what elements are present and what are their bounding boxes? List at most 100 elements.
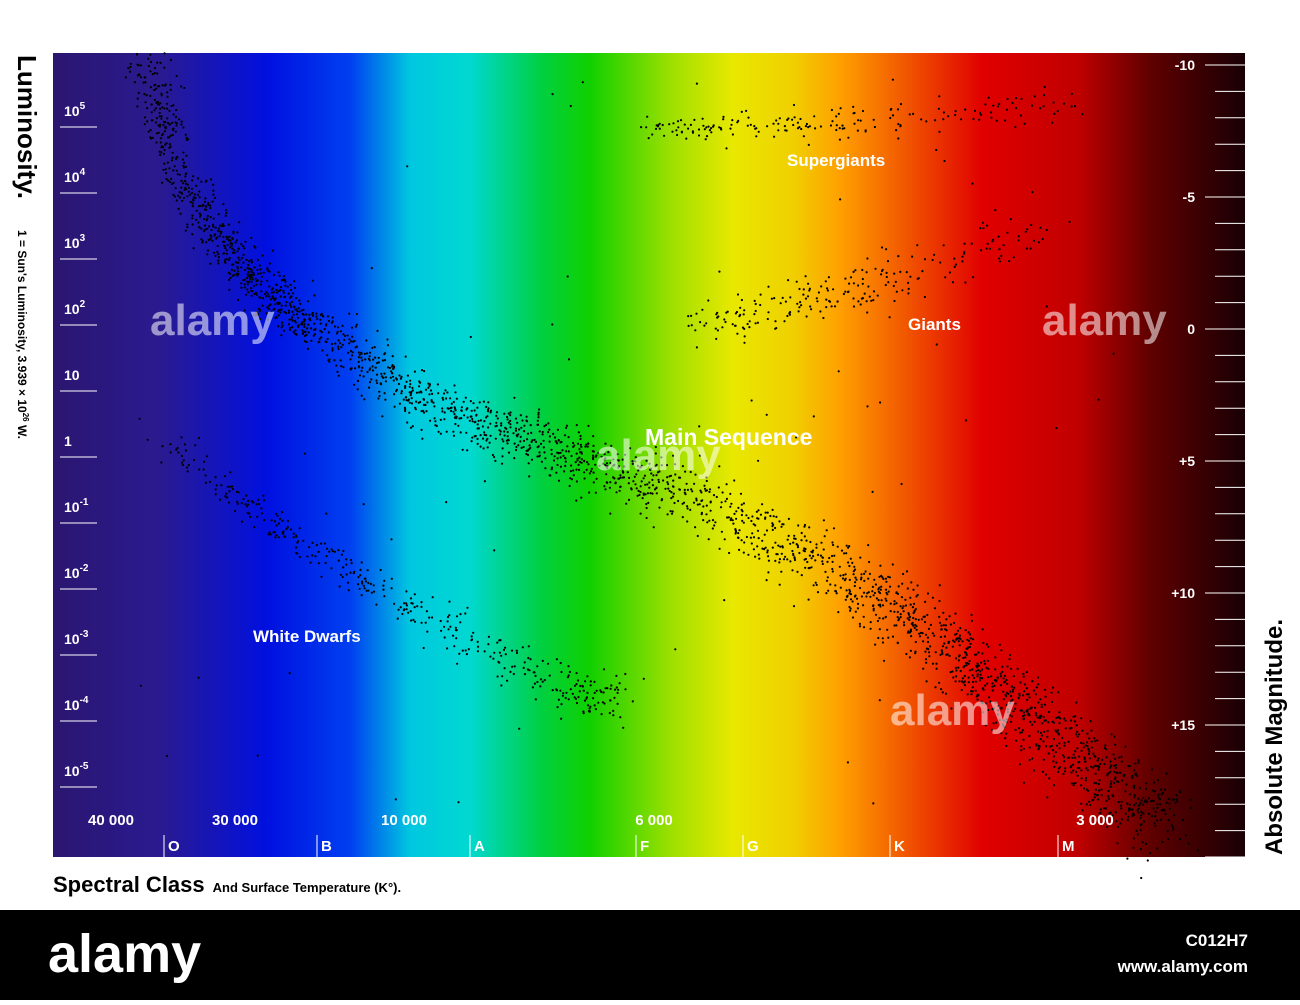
star-dot bbox=[632, 480, 635, 483]
star-dot bbox=[836, 545, 839, 548]
star-dot bbox=[707, 125, 710, 128]
star-dot bbox=[256, 312, 259, 315]
star-dot bbox=[759, 293, 762, 296]
star-dot bbox=[834, 584, 837, 587]
star-dot bbox=[222, 252, 226, 255]
star-dot bbox=[992, 722, 995, 725]
star-dot bbox=[591, 450, 594, 453]
star-dot bbox=[958, 634, 962, 637]
star-dot bbox=[160, 115, 163, 118]
star-dot bbox=[660, 456, 663, 459]
star-dot bbox=[326, 354, 329, 357]
star-dot bbox=[964, 281, 967, 284]
star-dot bbox=[349, 571, 352, 574]
star-dot bbox=[1156, 847, 1159, 850]
star-dot bbox=[257, 498, 260, 501]
star-dot bbox=[1046, 796, 1049, 799]
star-dot bbox=[931, 632, 935, 635]
star-dot bbox=[670, 491, 673, 494]
star-dot bbox=[575, 701, 579, 705]
star-dot bbox=[492, 657, 495, 660]
star-dot bbox=[293, 280, 296, 283]
star-dot bbox=[203, 460, 206, 463]
star-dot bbox=[506, 415, 509, 419]
star-dot bbox=[186, 223, 189, 226]
star-dot bbox=[552, 459, 556, 462]
star-dot bbox=[948, 654, 951, 658]
star-dot bbox=[978, 679, 982, 682]
star-dot bbox=[1040, 705, 1043, 709]
star-dot bbox=[178, 118, 181, 121]
star-dot bbox=[805, 122, 809, 126]
star-dot bbox=[635, 487, 638, 490]
star-dot bbox=[424, 621, 427, 624]
star-dot bbox=[1133, 786, 1136, 790]
star-dot bbox=[568, 670, 572, 674]
star-dot bbox=[981, 702, 984, 705]
star-dot bbox=[603, 452, 606, 456]
star-dot bbox=[525, 415, 528, 418]
star-dot bbox=[923, 295, 927, 299]
star-dot bbox=[945, 629, 948, 632]
star-dot bbox=[243, 268, 247, 272]
star-dot bbox=[1164, 812, 1167, 816]
star-dot bbox=[174, 130, 177, 133]
star-dot bbox=[966, 693, 969, 696]
star-dot bbox=[859, 303, 862, 306]
star-dot bbox=[743, 341, 746, 344]
star-dot bbox=[578, 690, 581, 693]
star-dot bbox=[852, 270, 855, 273]
star-dot bbox=[896, 610, 899, 614]
star-dot bbox=[404, 386, 407, 389]
star-dot bbox=[1032, 239, 1036, 242]
star-dot bbox=[767, 571, 770, 574]
star-dot bbox=[503, 412, 506, 415]
star-dot bbox=[371, 369, 374, 372]
star-dot bbox=[200, 238, 203, 241]
star-dot bbox=[144, 101, 147, 104]
star-dot bbox=[757, 537, 760, 540]
star-dot bbox=[835, 592, 838, 595]
star-dot bbox=[989, 700, 992, 703]
star-dot bbox=[604, 463, 607, 467]
star-dot bbox=[1070, 726, 1073, 730]
star-dot bbox=[289, 283, 292, 286]
star-dot bbox=[476, 650, 479, 653]
star-dot bbox=[214, 488, 217, 491]
star-dot bbox=[557, 479, 561, 482]
star-dot bbox=[860, 573, 863, 576]
star-dot bbox=[588, 710, 591, 713]
star-dot bbox=[582, 689, 585, 692]
star-dot bbox=[218, 498, 222, 501]
star-dot bbox=[848, 282, 851, 285]
star-dot bbox=[226, 496, 229, 499]
star-dot bbox=[261, 304, 264, 307]
star-field bbox=[124, 52, 1199, 880]
star-dot bbox=[411, 389, 414, 392]
star-dot bbox=[464, 649, 467, 652]
star-dot bbox=[1137, 797, 1140, 800]
star-dot bbox=[896, 108, 900, 111]
star-dot bbox=[198, 212, 201, 215]
star-dot bbox=[284, 284, 287, 287]
star-dot bbox=[1035, 744, 1038, 747]
star-dot bbox=[876, 619, 880, 623]
luminosity-label: 10-1 bbox=[64, 497, 89, 515]
star-dot bbox=[1008, 653, 1012, 657]
star-dot bbox=[567, 698, 570, 701]
star-dot bbox=[658, 122, 661, 125]
star-dot bbox=[1094, 764, 1097, 768]
star-dot bbox=[672, 485, 675, 488]
star-dot bbox=[912, 588, 915, 591]
star-dot bbox=[233, 269, 236, 272]
star-dot bbox=[734, 312, 738, 315]
star-dot bbox=[174, 187, 177, 190]
star-dot bbox=[333, 325, 337, 328]
star-dot bbox=[393, 602, 396, 605]
star-dot bbox=[159, 107, 162, 110]
star-dot bbox=[847, 546, 850, 549]
star-dot bbox=[335, 332, 339, 335]
star-dot bbox=[170, 177, 173, 180]
star-dot bbox=[590, 467, 593, 470]
star-dot bbox=[786, 558, 789, 561]
